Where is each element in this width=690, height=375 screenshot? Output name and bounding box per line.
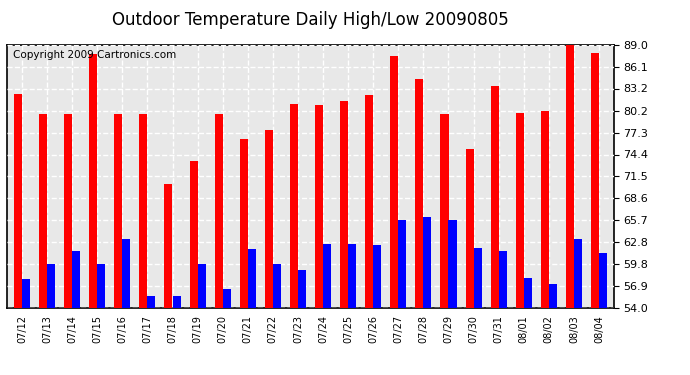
Bar [398,220,406,308]
Bar [164,184,172,308]
Bar [223,289,230,308]
Bar [323,244,331,308]
Bar [415,79,424,308]
Bar [197,264,206,308]
Bar [499,251,506,308]
Bar [290,104,298,308]
Bar [348,244,356,308]
Bar [148,296,155,307]
Bar [273,264,281,308]
Bar [47,264,55,308]
Bar [190,161,197,308]
Bar [298,270,306,308]
Bar [172,296,181,307]
Bar [22,279,30,308]
Bar [599,253,607,308]
Bar [391,56,398,308]
Bar [440,114,449,308]
Bar [115,114,122,308]
Bar [591,53,599,308]
Bar [424,217,431,308]
Bar [566,43,574,308]
Bar [97,264,106,308]
Bar [340,101,348,308]
Bar [448,220,457,308]
Bar [89,54,97,307]
Bar [239,139,248,308]
Bar [315,105,323,308]
Bar [549,284,557,308]
Bar [373,245,382,308]
Bar [72,251,80,308]
Bar [14,94,22,308]
Bar [215,114,223,308]
Text: Outdoor Temperature Daily High/Low 20090805: Outdoor Temperature Daily High/Low 20090… [112,11,509,29]
Bar [524,278,532,308]
Text: Copyright 2009 Cartronics.com: Copyright 2009 Cartronics.com [13,50,176,60]
Bar [248,249,256,308]
Bar [541,111,549,308]
Bar [466,148,473,308]
Bar [365,95,373,308]
Bar [139,114,148,308]
Bar [491,86,499,308]
Bar [473,248,482,308]
Bar [122,238,130,308]
Bar [515,112,524,308]
Bar [39,114,47,308]
Bar [574,238,582,308]
Bar [265,130,273,308]
Bar [64,114,72,308]
